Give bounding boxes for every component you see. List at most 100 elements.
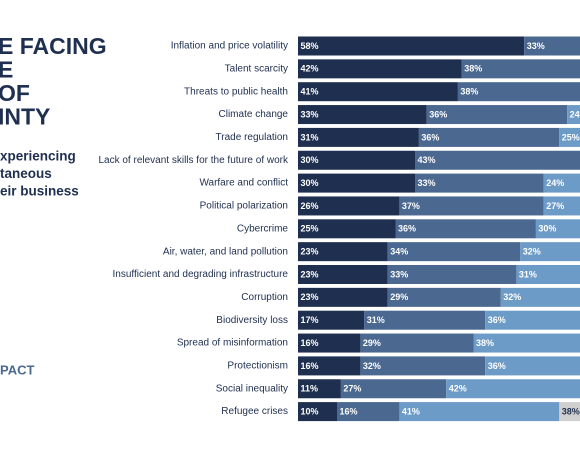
value-label: 38% bbox=[460, 87, 478, 97]
category-label: Insufficient and degrading infrastructur… bbox=[113, 269, 289, 280]
value-label: 36% bbox=[488, 361, 506, 371]
category-label: Inflation and price volatility bbox=[171, 41, 288, 52]
bar-segment bbox=[298, 150, 415, 170]
value-label: 32% bbox=[363, 361, 381, 371]
bar-segment bbox=[461, 59, 580, 79]
category-label: Talent scarcity bbox=[225, 63, 288, 74]
category-label: Political polarization bbox=[200, 201, 288, 212]
subtitle-line: taneous bbox=[0, 166, 52, 181]
bar-segment bbox=[516, 265, 580, 284]
value-label: 37% bbox=[402, 201, 420, 211]
bar-segment bbox=[567, 105, 580, 125]
bars: Inflation and price volatility 58% 33% Tale… bbox=[98, 36, 580, 422]
bar-segment bbox=[500, 287, 580, 307]
bar-segment bbox=[399, 196, 544, 216]
value-label: 38% bbox=[476, 338, 494, 348]
bar-segment bbox=[298, 219, 396, 239]
value-label: 25% bbox=[562, 132, 580, 142]
bar-segment bbox=[364, 310, 486, 330]
value-label: 33% bbox=[301, 109, 319, 119]
value-label: 16% bbox=[301, 338, 319, 348]
bar-segment bbox=[457, 82, 580, 102]
subtitle-line: eir business bbox=[0, 184, 79, 199]
value-label: 30% bbox=[538, 224, 556, 234]
bar-segment bbox=[298, 265, 388, 284]
bar-segment bbox=[418, 127, 560, 147]
bar-segment bbox=[298, 82, 458, 102]
bar-segment bbox=[473, 333, 580, 353]
bar-segment bbox=[298, 402, 337, 422]
bar-segment bbox=[535, 219, 580, 239]
bar-segment bbox=[399, 402, 560, 422]
footer: PACT bbox=[0, 362, 34, 377]
bar-segment bbox=[524, 36, 580, 56]
value-label: 32% bbox=[523, 247, 541, 257]
value-label: 42% bbox=[449, 384, 467, 394]
category-label: Social inequality bbox=[216, 383, 288, 394]
category-label: Threats to public health bbox=[184, 86, 288, 97]
category-label: Refugee crises bbox=[221, 406, 288, 417]
value-label: 36% bbox=[398, 224, 416, 234]
value-label: 16% bbox=[340, 406, 358, 416]
value-label: 29% bbox=[363, 338, 381, 348]
value-label: 24% bbox=[570, 109, 580, 119]
bar-segment bbox=[446, 379, 580, 399]
category-label: Trade regulation bbox=[216, 132, 288, 143]
bar-segment bbox=[298, 59, 462, 79]
value-label: 31% bbox=[301, 132, 319, 142]
bar-segment bbox=[360, 356, 486, 376]
value-label: 27% bbox=[343, 384, 361, 394]
value-label: 38% bbox=[562, 406, 580, 416]
bar-segment bbox=[395, 219, 536, 239]
value-label: 58% bbox=[301, 41, 319, 51]
value-label: 38% bbox=[464, 64, 482, 74]
value-label: 24% bbox=[546, 178, 564, 188]
bar-segment bbox=[360, 333, 474, 353]
bar-segment bbox=[337, 402, 400, 422]
bar-segment bbox=[415, 150, 580, 170]
value-label: 33% bbox=[527, 41, 545, 51]
category-label: Warfare and conflict bbox=[199, 178, 288, 189]
bar-segment bbox=[298, 173, 415, 193]
category-label: Climate change bbox=[219, 109, 289, 120]
bar-segment bbox=[559, 127, 580, 147]
value-label: 23% bbox=[301, 247, 319, 257]
value-label: 30% bbox=[301, 178, 319, 188]
bar-segment bbox=[340, 379, 447, 399]
title-line: OF bbox=[0, 80, 30, 106]
category-label: Protectionism bbox=[227, 361, 288, 372]
category-label: Lack of relevant skills for the future o… bbox=[98, 155, 289, 166]
bar-segment bbox=[543, 173, 580, 193]
bar-segment bbox=[298, 287, 388, 307]
value-label: 42% bbox=[301, 64, 319, 74]
bar-segment bbox=[543, 196, 580, 216]
value-label: 16% bbox=[301, 361, 319, 371]
bar-segment bbox=[559, 402, 580, 422]
value-label: 27% bbox=[546, 201, 564, 211]
bar-segment bbox=[298, 127, 419, 147]
title-line: INTY bbox=[0, 104, 50, 130]
bar-segment bbox=[298, 242, 388, 262]
value-label: 32% bbox=[503, 292, 521, 302]
bar-segment bbox=[520, 242, 580, 262]
value-label: 36% bbox=[429, 109, 447, 119]
bar-segment bbox=[298, 36, 525, 56]
bar-segment bbox=[298, 105, 427, 125]
bar-segment bbox=[298, 196, 400, 216]
bar-segment bbox=[485, 356, 580, 376]
category-label: Biodiversity loss bbox=[216, 315, 288, 326]
bar-segment bbox=[387, 242, 521, 262]
value-label: 17% bbox=[301, 315, 319, 325]
value-label: 43% bbox=[418, 155, 436, 165]
value-label: 11% bbox=[301, 384, 319, 394]
value-label: 36% bbox=[421, 132, 439, 142]
category-label: Corruption bbox=[241, 292, 288, 303]
value-label: 41% bbox=[301, 87, 319, 97]
category-label: Air, water, and land pollution bbox=[163, 246, 288, 257]
bar-segment bbox=[387, 265, 517, 284]
category-label: Cybercrime bbox=[237, 223, 289, 234]
value-label: 33% bbox=[418, 178, 436, 188]
value-label: 26% bbox=[301, 201, 319, 211]
value-label: 31% bbox=[519, 269, 537, 279]
